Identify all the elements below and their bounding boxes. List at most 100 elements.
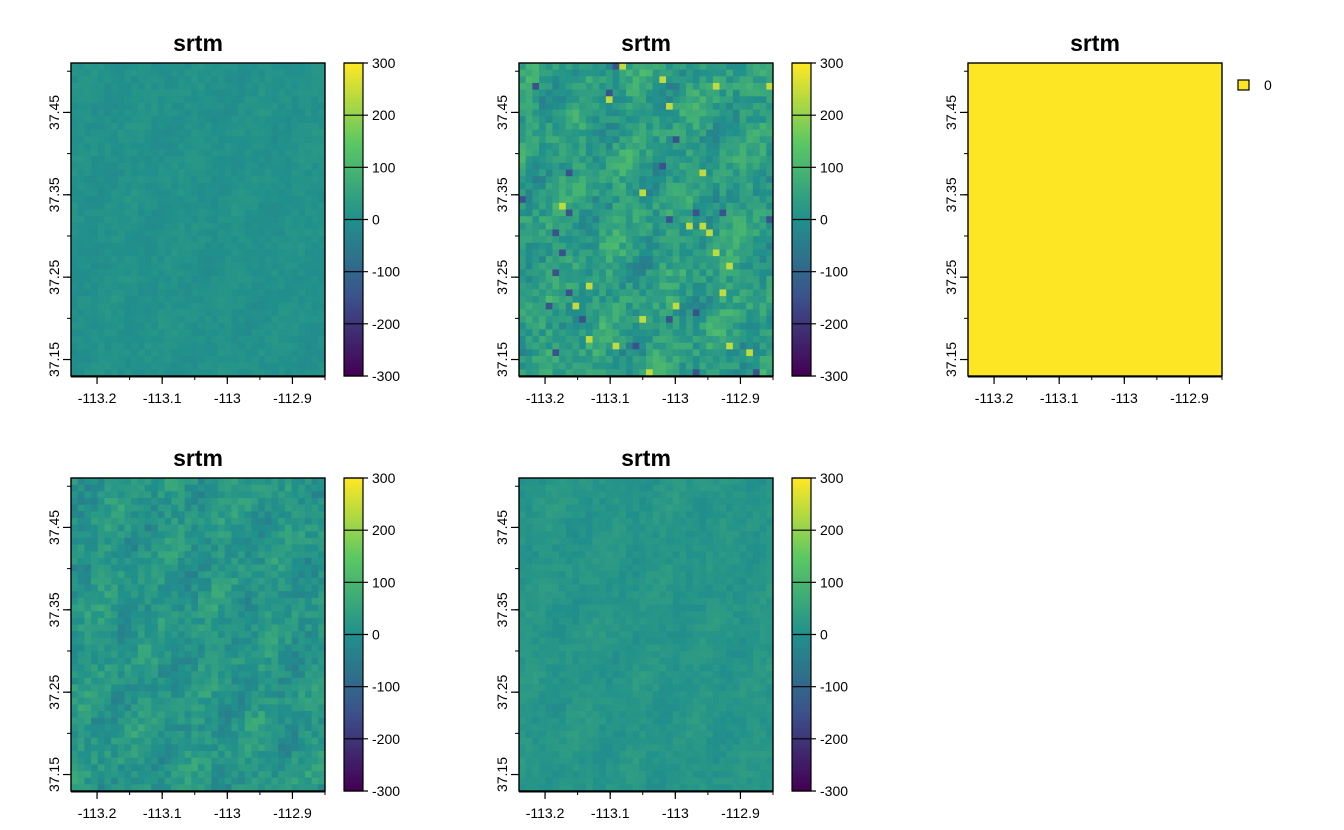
- raster-cell: [258, 189, 266, 197]
- raster-cell: [271, 604, 279, 612]
- raster-cell: [157, 571, 165, 579]
- raster-cell: [298, 216, 306, 224]
- raster-cell: [585, 176, 593, 184]
- raster-cell: [251, 142, 259, 150]
- raster-cell: [532, 242, 540, 250]
- raster-cell: [184, 63, 192, 71]
- raster-cell: [686, 129, 694, 137]
- raster-cell: [311, 497, 319, 506]
- raster-cell: [258, 309, 266, 317]
- raster-cell: [284, 202, 292, 210]
- raster-cell: [144, 276, 152, 284]
- raster-cell: [198, 216, 206, 224]
- raster-cell: [251, 504, 259, 512]
- raster-cell: [164, 564, 172, 572]
- colorbar-segment: [792, 91, 811, 95]
- raster-cell: [77, 511, 85, 519]
- raster-cell: [258, 504, 266, 512]
- raster-cell: [71, 478, 79, 486]
- raster-cell: [218, 296, 226, 304]
- raster-cell: [264, 276, 272, 284]
- raster-cell: [151, 276, 159, 284]
- raster-cell: [164, 631, 172, 639]
- raster-cell: [599, 96, 607, 104]
- raster-cell: [184, 276, 192, 284]
- colorbar-segment: [344, 209, 363, 213]
- raster-cell: [652, 289, 660, 297]
- raster-cell: [652, 162, 660, 170]
- raster-cell: [291, 162, 299, 170]
- raster-cell: [104, 76, 112, 84]
- raster-cell: [519, 229, 527, 237]
- raster-cell: [732, 209, 740, 217]
- raster-cell: [632, 322, 640, 330]
- colorbar-segment: [344, 107, 363, 111]
- raster-cell: [652, 302, 660, 310]
- raster-cell: [652, 116, 660, 124]
- raster-cell: [686, 242, 694, 250]
- raster-cell: [104, 349, 112, 357]
- raster-cell: [137, 96, 145, 104]
- raster-cell: [525, 169, 533, 177]
- raster-cell: [318, 531, 326, 539]
- raster-cell: [177, 262, 186, 270]
- raster-cell: [71, 657, 79, 665]
- raster-cell: [291, 591, 299, 599]
- raster-cell: [231, 89, 239, 97]
- raster-cell: [646, 229, 654, 237]
- raster-cell: [157, 356, 165, 364]
- colorbar-segment: [792, 313, 811, 317]
- raster-cell: [264, 289, 272, 297]
- raster-cell: [612, 329, 620, 337]
- raster-cell: [271, 631, 279, 639]
- raster-cell: [264, 116, 272, 124]
- raster-cell: [111, 76, 119, 84]
- raster-cell: [191, 262, 199, 270]
- raster-cell: [766, 236, 774, 244]
- raster-cell: [238, 136, 246, 144]
- raster-cell: [699, 102, 707, 111]
- raster-cell: [652, 262, 660, 270]
- raster-cell: [625, 342, 634, 350]
- raster-cell: [231, 276, 239, 284]
- raster-cell: [579, 196, 587, 204]
- raster-cell: [144, 122, 152, 130]
- raster-cell: [231, 329, 239, 337]
- raster-cell: [91, 604, 99, 612]
- raster-cell: [238, 617, 246, 625]
- raster-cell: [278, 362, 286, 370]
- raster-cell: [752, 76, 761, 84]
- raster-cell: [271, 316, 279, 324]
- raster-cell: [117, 182, 125, 190]
- raster-cell: [131, 316, 139, 324]
- raster-cell: [144, 169, 152, 177]
- raster-cell: [198, 631, 206, 639]
- raster-cell: [759, 129, 767, 137]
- raster-cell: [585, 69, 593, 77]
- raster-cell: [77, 149, 85, 157]
- raster-cell: [177, 116, 186, 124]
- raster-cell: [752, 229, 761, 237]
- raster-cell: [746, 249, 754, 257]
- raster-cell: [77, 504, 85, 512]
- raster-cell: [151, 537, 159, 545]
- raster-cell: [198, 524, 206, 532]
- raster-cell: [264, 182, 272, 190]
- colorbar-segment: [792, 70, 811, 74]
- raster-cell: [318, 182, 326, 190]
- raster-cell: [131, 236, 139, 244]
- raster-cell: [264, 604, 272, 612]
- raster-cell: [304, 129, 313, 137]
- raster-cell: [211, 624, 219, 632]
- raster-cell: [519, 282, 527, 290]
- raster-cell: [612, 282, 620, 290]
- raster-cell: [131, 329, 139, 337]
- raster-cell: [104, 571, 112, 579]
- raster-cell: [759, 229, 767, 237]
- raster-cell: [625, 129, 634, 137]
- raster-cell: [311, 296, 319, 304]
- raster-cell: [251, 524, 259, 532]
- raster-cell: [151, 122, 159, 130]
- raster-cell: [97, 269, 105, 277]
- raster-cell: [692, 162, 700, 170]
